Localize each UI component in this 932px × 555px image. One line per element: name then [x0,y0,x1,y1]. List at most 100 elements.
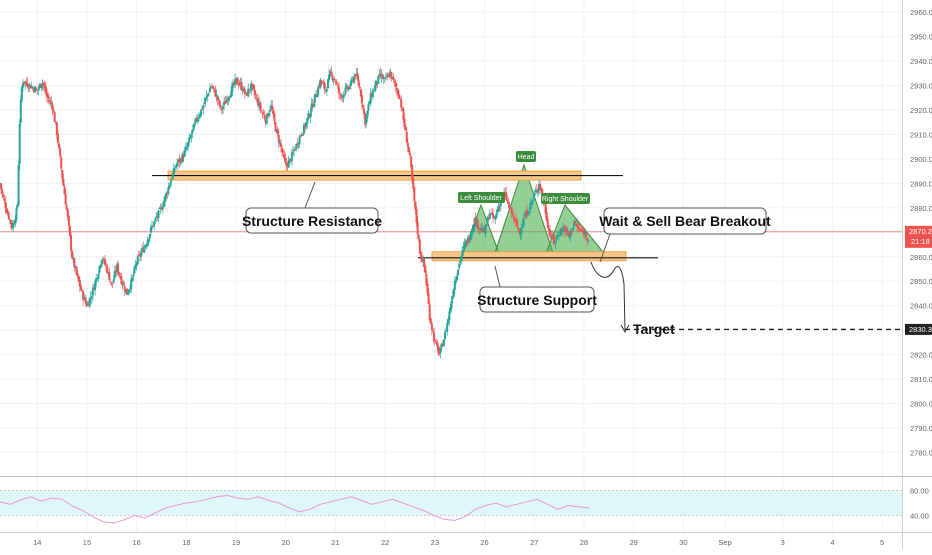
candle-body [399,98,402,100]
candle-body [495,213,498,218]
candle-body [236,77,239,84]
candle-body [172,168,175,175]
candle-body [300,134,303,136]
candle-body [316,94,319,98]
price-tick-label: 2900.0 [910,155,932,164]
price-tick-label: 2780.0 [910,448,932,457]
candle-body [173,168,176,170]
time-tick-label: 28 [580,538,588,547]
candle-body [489,212,492,215]
candle-body [17,164,20,206]
candle-body [260,110,263,111]
candle-body [212,86,215,89]
candle-body [324,90,327,91]
candle-body [125,288,128,295]
candle-body [407,146,410,152]
candle-body [156,216,159,218]
candle-body [6,212,9,214]
candle-body [161,206,164,209]
candle-body [250,83,253,90]
time-tick-label: 30 [679,538,687,547]
candle-body [496,210,499,213]
candle-body [536,188,539,193]
candle-body [252,85,255,90]
candle-body [175,165,178,168]
candle-body [327,79,329,89]
candle-body [176,163,179,166]
candle-body [23,81,26,84]
candle-body [531,200,534,204]
candle-body [317,87,320,96]
candle-body [75,266,78,274]
candle-body [40,84,43,88]
candle-body [491,212,493,214]
time-tick-label: 18 [182,538,190,547]
candle-body [330,71,333,74]
candle-body [337,86,340,94]
candle-body [82,291,85,300]
candle-body [184,147,187,151]
candle-body [475,219,478,226]
candle-body [138,254,141,257]
time-tick-label: 19 [232,538,240,547]
candle-body [354,74,357,76]
target-price-tag: 2830.3 [905,323,932,335]
candle-body [31,87,34,89]
candle-body [201,108,204,110]
candle-body [459,260,462,263]
candle-body [469,239,472,241]
candle-body [230,86,233,97]
candle-body [546,219,549,228]
candle-body [187,142,190,147]
candle-body [72,258,75,260]
candle-body [119,275,122,278]
candle-body [83,296,86,300]
candle-body [450,300,453,309]
candle-body [66,209,69,218]
candle-body [494,216,497,220]
candle-body [574,221,577,224]
candle-body [259,102,262,110]
last-price-tag: 2870.2 21:18 [905,225,932,248]
candle-body [52,111,55,113]
candle-body [409,152,411,156]
candle-body [73,258,76,268]
candle-body [130,279,133,290]
candle-body [461,249,464,257]
candle-body [344,87,347,95]
annotations: Structure Resistance Structure Support W… [242,151,902,337]
candle-body [307,113,310,120]
candle-body [122,284,125,286]
structure-support-callout[interactable]: Structure Support [477,265,597,313]
candle-body [524,211,527,218]
candle-body [285,162,288,166]
structure-resistance-callout[interactable]: Structure Resistance [242,181,382,234]
time-tick-label: 26 [480,538,488,547]
candle-body [275,129,278,133]
candle-body [205,95,208,98]
candle-body [129,288,132,290]
candle-body [533,193,536,196]
candle-body [348,86,351,88]
candle-body [33,86,36,93]
candle-body [70,235,73,251]
candle-body [441,344,444,347]
candle-body [90,296,93,299]
candle-body [512,216,515,220]
candle-body [62,178,65,186]
candle-body [454,279,457,283]
candle-body [251,83,254,86]
candle-body [47,95,50,99]
candle-body [449,307,452,312]
candle-body [482,227,485,231]
candle-body [357,79,360,86]
time-tick-label: 23 [431,538,439,547]
candle-body [532,196,535,199]
time-axis[interactable]: 14 15 16 18 19 20 21 22 23 26 27 28 29 30 Sep 3 4 5 [33,538,884,547]
candle-body [292,152,295,154]
candle-body [556,235,559,237]
candle-body [143,246,146,253]
candle-body [48,100,51,102]
wait-sell-callout[interactable]: Wait & Sell Bear Breakout [599,207,771,263]
